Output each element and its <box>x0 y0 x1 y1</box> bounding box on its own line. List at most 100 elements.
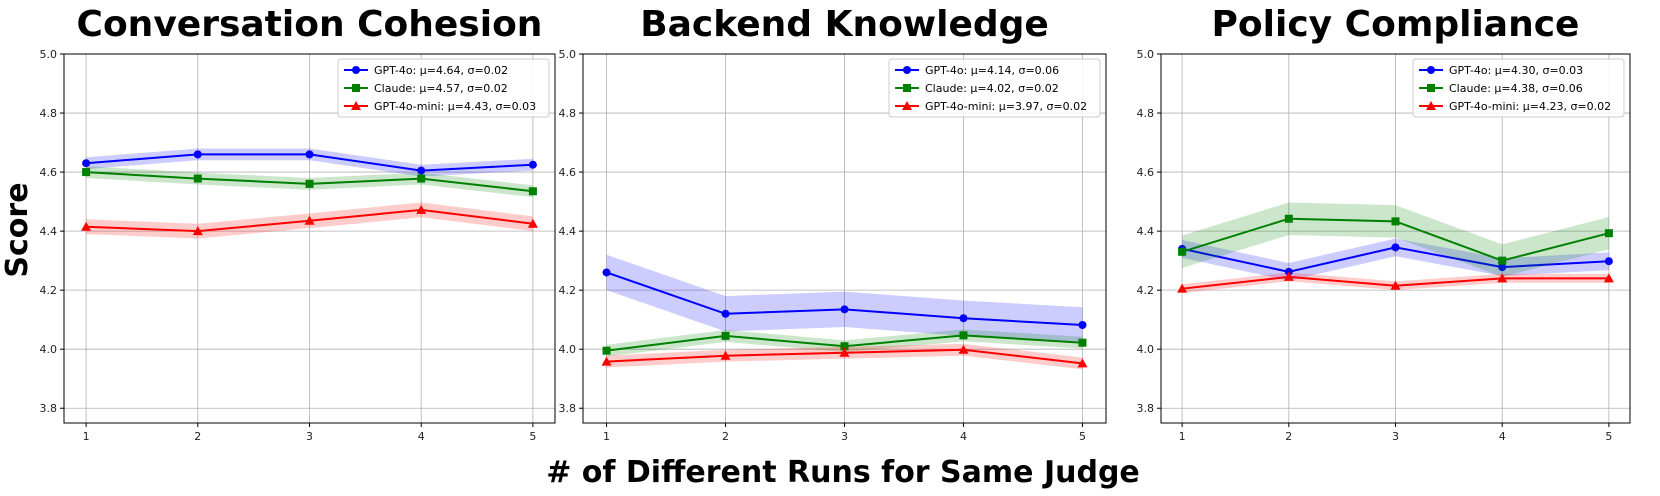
data-point <box>1283 271 1294 281</box>
legend-label: GPT-4o: μ=4.64, σ=0.02 <box>374 64 508 77</box>
series-3 <box>81 202 538 239</box>
data-point <box>82 168 91 177</box>
chart-panel-1: Conversation Cohesion 3.8 4.0 4.2 4.4 4.6 4.8 5… <box>40 4 556 443</box>
legend-label: Claude: μ=4.02, σ=0.02 <box>925 82 1059 95</box>
data-point <box>1391 243 1400 252</box>
data-point <box>1498 256 1507 265</box>
data-point <box>601 356 612 366</box>
legend-marker <box>902 101 912 110</box>
data-point <box>193 174 202 183</box>
x-tick-label: 1 <box>603 430 610 443</box>
legend-marker <box>351 101 361 110</box>
chart-title: Backend Knowledge <box>640 4 1049 45</box>
data-point <box>1284 267 1293 276</box>
legend-marker <box>352 66 360 74</box>
series-3 <box>1177 271 1614 294</box>
series-2 <box>82 166 537 198</box>
x-tick-label: 3 <box>306 430 313 443</box>
legend-label: Claude: μ=4.57, σ=0.02 <box>374 82 508 95</box>
x-tick-label: 5 <box>1079 430 1086 443</box>
data-point <box>417 166 426 175</box>
legend-marker <box>1427 84 1435 92</box>
legend-marker <box>1427 66 1435 74</box>
legend-entry: Claude: μ=4.02, σ=0.02 <box>895 82 1059 95</box>
data-point <box>958 344 969 354</box>
legend-entry: GPT-4o-mini: μ=4.23, σ=0.02 <box>1419 100 1611 113</box>
data-point <box>417 174 426 183</box>
data-point <box>840 342 849 351</box>
legend: GPT-4o: μ=4.30, σ=0.03 Claude: μ=4.38, σ=… <box>1412 58 1625 118</box>
legend: GPT-4o: μ=4.64, σ=0.02 Claude: μ=4.57, σ=… <box>337 58 550 118</box>
data-point <box>304 215 315 225</box>
y-tick-label: 4.0 <box>40 343 58 356</box>
series-2 <box>1178 202 1613 277</box>
data-point <box>1078 338 1087 347</box>
y-tick-label: 4.4 <box>40 225 58 238</box>
chart-title: Policy Compliance <box>1212 4 1580 45</box>
data-point <box>1284 214 1293 223</box>
data-point <box>82 159 91 168</box>
legend-entry: Claude: μ=4.38, σ=0.06 <box>1419 82 1583 95</box>
x-tick-label: 4 <box>960 430 967 443</box>
data-point <box>1604 257 1613 266</box>
data-point <box>959 314 968 323</box>
data-point <box>305 179 314 188</box>
legend-box <box>888 58 1101 118</box>
data-point <box>1077 358 1088 368</box>
y-tick-label: 5.0 <box>559 48 577 61</box>
y-tick-label: 4.8 <box>40 107 58 120</box>
y-tick-label: 5.0 <box>1137 48 1155 61</box>
series-3 <box>601 343 1088 370</box>
data-point <box>1078 320 1087 329</box>
legend-label: Claude: μ=4.38, σ=0.06 <box>1449 82 1583 95</box>
legend-entry: GPT-4o: μ=4.64, σ=0.02 <box>344 64 508 77</box>
x-tick-label: 4 <box>418 430 425 443</box>
y-tick-label: 4.2 <box>559 284 577 297</box>
data-point <box>1178 247 1187 256</box>
data-point <box>721 309 730 318</box>
x-axis-label: # of Different Runs for Same Judge <box>546 455 1140 490</box>
data-point <box>1177 283 1188 293</box>
legend-box <box>1412 58 1625 118</box>
legend-entry: GPT-4o: μ=4.14, σ=0.06 <box>895 64 1059 77</box>
legend-label: GPT-4o-mini: μ=4.43, σ=0.03 <box>374 100 536 113</box>
x-tick-label: 2 <box>1285 430 1292 443</box>
data-point <box>305 150 314 159</box>
data-point <box>527 218 538 228</box>
legend-marker <box>1426 101 1436 110</box>
x-tick-label: 1 <box>83 430 90 443</box>
x-tick-label: 3 <box>1392 430 1399 443</box>
y-tick-label: 4.2 <box>40 284 58 297</box>
data-point <box>1390 280 1401 290</box>
y-tick-label: 3.8 <box>559 402 577 415</box>
y-tick-label: 4.0 <box>1137 343 1155 356</box>
y-axis-label: Score <box>0 182 35 277</box>
y-tick-label: 4.6 <box>1137 166 1155 179</box>
y-tick-label: 5.0 <box>40 48 58 61</box>
x-tick-label: 2 <box>722 430 729 443</box>
chart-panel-3: Policy Compliance 3.8 4.0 4.2 4.4 4.6 4.8 5.0 1 2… <box>1137 4 1631 443</box>
y-tick-label: 4.6 <box>559 166 577 179</box>
data-point <box>1498 263 1507 272</box>
series-1 <box>82 148 537 177</box>
data-point <box>839 347 850 357</box>
data-point <box>602 268 611 277</box>
legend: GPT-4o: μ=4.14, σ=0.06 Claude: μ=4.02, σ=… <box>888 58 1101 118</box>
y-tick-label: 4.8 <box>1137 107 1155 120</box>
legend-entry: GPT-4o-mini: μ=4.43, σ=0.03 <box>344 100 536 113</box>
x-tick-label: 5 <box>1605 430 1612 443</box>
legend-marker <box>352 84 360 92</box>
y-tick-label: 4.8 <box>559 107 577 120</box>
data-point <box>959 331 968 340</box>
data-point <box>840 305 849 314</box>
data-point <box>1391 217 1400 226</box>
data-point <box>1497 273 1508 283</box>
y-tick-label: 4.2 <box>1137 284 1155 297</box>
data-point <box>528 160 537 169</box>
chart-panel-2: Backend Knowledge 3.8 4.0 4.2 4.4 4.6 4.8 5.0 1 2… <box>559 4 1107 443</box>
series-2 <box>602 329 1087 357</box>
y-tick-label: 4.0 <box>559 343 577 356</box>
legend-entry: Claude: μ=4.57, σ=0.02 <box>344 82 508 95</box>
data-point <box>1603 273 1614 283</box>
